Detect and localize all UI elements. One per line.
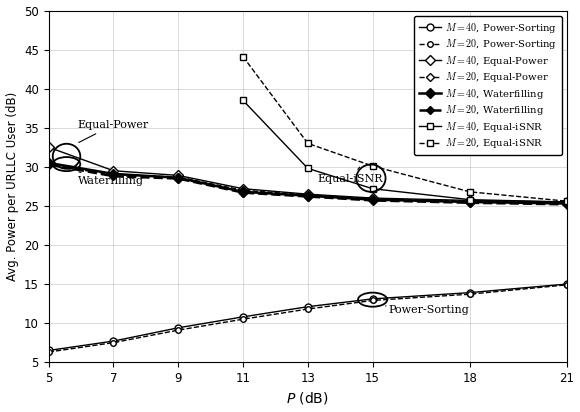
Text: Equal-iSNR: Equal-iSNR bbox=[317, 167, 383, 185]
Legend: $M = 40$, Power-Sorting, $M = 20$, Power-Sorting, $M = 40$, Equal-Power, $M = 20: $M = 40$, Power-Sorting, $M = 20$, Power… bbox=[414, 16, 562, 155]
Text: Waterfilling: Waterfilling bbox=[78, 172, 144, 186]
Y-axis label: Avg. Power per URLLC User (dB): Avg. Power per URLLC User (dB) bbox=[6, 92, 19, 281]
X-axis label: $P$ (dB): $P$ (dB) bbox=[287, 391, 329, 407]
Text: Equal-Power: Equal-Power bbox=[78, 120, 149, 143]
Text: Power-Sorting: Power-Sorting bbox=[386, 305, 470, 315]
